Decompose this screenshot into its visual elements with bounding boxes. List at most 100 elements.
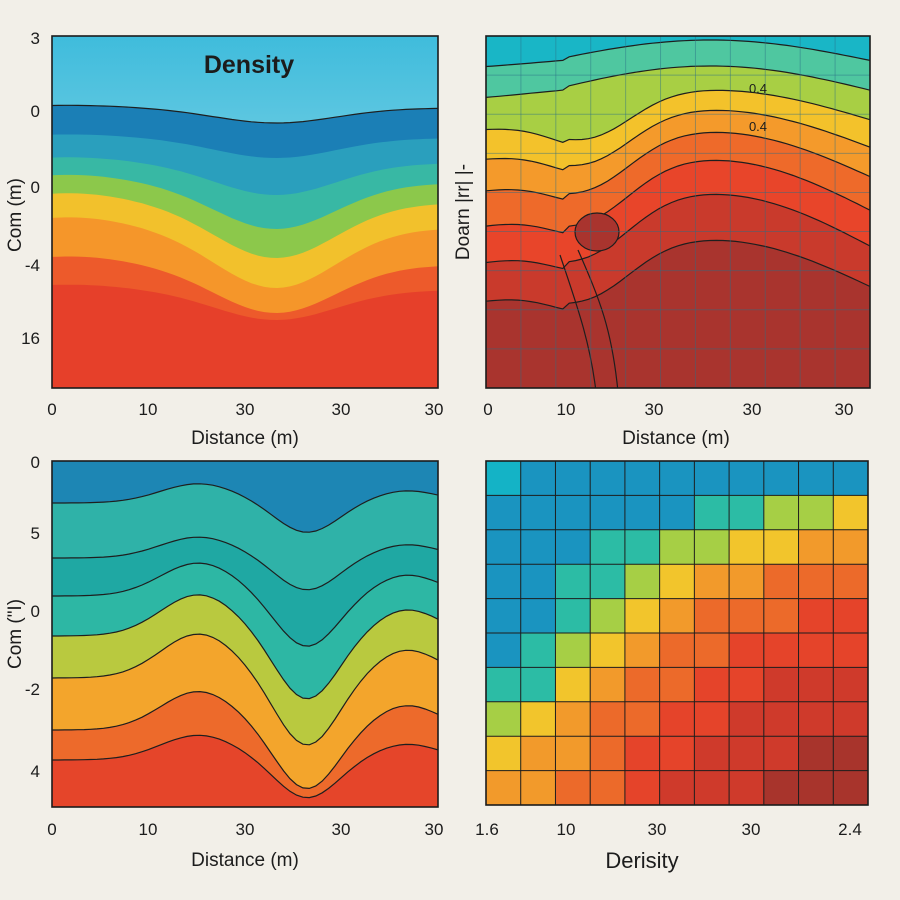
top-left-x-tick: 0 xyxy=(47,400,56,419)
top-left-y-ticks: 3 0 0 -4 16 xyxy=(21,29,40,348)
bottom-right-heatmap-cell xyxy=(763,495,800,531)
top-left-y-tick: -4 xyxy=(25,256,40,275)
top-right-contour-line xyxy=(486,239,870,310)
top-right-contour-label: 0.4 xyxy=(749,81,767,96)
bottom-right-heatmap-cell xyxy=(763,667,800,703)
bottom-right-heatmap-cell xyxy=(694,667,730,703)
top-right-frame xyxy=(485,35,871,389)
bottom-right-heatmap-cell xyxy=(798,770,834,805)
bottom-right-heatmap-cell xyxy=(590,564,626,600)
bottom-right-heatmap-cell xyxy=(729,495,765,531)
panel-top-left: Density 3 0 0 -4 16 0 10 30 30 30 Distan… xyxy=(5,29,443,449)
bottom-right-heatmap-cell xyxy=(555,495,591,531)
bottom-right-heatmap-cell xyxy=(520,495,556,531)
bottom-right-heatmap-cell xyxy=(486,461,522,496)
bottom-right-heatmap-cell xyxy=(624,598,661,634)
bottom-left-x-axis-label: Distance (m) xyxy=(191,850,299,871)
bottom-right-heatmap-cell xyxy=(694,633,730,668)
bottom-right-heatmap-cell xyxy=(624,529,661,565)
top-right-contour-line xyxy=(486,131,870,200)
top-left-y-axis-label: Com (m) xyxy=(5,178,26,252)
top-right-contour-label: 0.4 xyxy=(749,119,767,134)
bottom-right-heatmap-cell xyxy=(659,633,695,668)
bottom-right-heatmap-cell xyxy=(555,770,591,805)
bottom-right-heatmap-cell xyxy=(590,461,626,496)
top-left-x-tick: 30 xyxy=(236,400,255,419)
bottom-right-heatmap-cell xyxy=(486,495,522,531)
bottom-right-heatmap-cell xyxy=(729,461,765,496)
bottom-right-heatmap-cell xyxy=(659,667,695,703)
bottom-right-frame xyxy=(485,460,869,806)
bottom-left-x-tick: 30 xyxy=(236,820,255,839)
bottom-right-heatmap-cell xyxy=(694,598,730,634)
top-right-density-band xyxy=(486,240,870,388)
bottom-left-contour-line xyxy=(52,536,438,591)
bottom-right-heatmap-cell xyxy=(659,736,695,772)
top-right-x-tick: 30 xyxy=(743,400,762,419)
top-right-contour-line xyxy=(486,193,870,270)
bottom-right-heatmap-cell xyxy=(833,529,868,565)
bottom-left-contour-line xyxy=(52,633,438,746)
bottom-right-x-tick: 30 xyxy=(742,820,761,839)
top-right-x-ticks: 0 10 30 30 30 xyxy=(483,400,853,419)
bottom-right-heatmap-cell xyxy=(659,461,695,496)
bottom-right-heatmap-cell xyxy=(486,770,522,805)
bottom-right-heatmap-cell xyxy=(659,529,695,565)
bottom-right-heatmap-cell xyxy=(486,633,522,668)
bottom-right-heatmap-cell xyxy=(833,667,868,703)
bottom-right-plot-area xyxy=(486,461,868,805)
bottom-left-contour-line xyxy=(52,562,438,647)
bottom-right-heatmap-cell xyxy=(833,598,868,634)
bottom-left-y-tick: 0 xyxy=(31,602,40,621)
bottom-right-heatmap-cell xyxy=(624,633,661,668)
bottom-left-y-tick: 4 xyxy=(31,762,40,781)
top-left-y-tick: 16 xyxy=(21,329,40,348)
bottom-right-heatmap-cell xyxy=(555,564,591,600)
bottom-right-heatmap-cell xyxy=(833,770,868,805)
top-right-peak-marker xyxy=(574,212,620,252)
bottom-right-heatmap-cell xyxy=(833,736,868,772)
bottom-left-x-tick: 10 xyxy=(139,820,158,839)
top-left-x-axis-label: Distance (m) xyxy=(191,428,299,449)
bottom-right-heatmap-cell xyxy=(763,736,800,772)
top-left-x-tick: 30 xyxy=(425,400,444,419)
bottom-right-heatmap-cell xyxy=(729,564,765,600)
bottom-right-heatmap-cell xyxy=(798,701,834,737)
bottom-right-heatmap-cell xyxy=(590,495,626,531)
bottom-right-heatmap-cell xyxy=(729,633,765,668)
bottom-right-x-ticks: 1.6 10 30 30 2.4 xyxy=(475,820,862,839)
bottom-right-heatmap-cell xyxy=(833,564,868,600)
top-right-x-axis-label: Distance (m) xyxy=(622,428,730,449)
bottom-right-heatmap-cell xyxy=(590,529,626,565)
top-right-x-tick: 30 xyxy=(835,400,854,419)
bottom-right-x-tick: 10 xyxy=(557,820,576,839)
bottom-left-contour-line xyxy=(52,690,438,790)
top-right-x-tick: 30 xyxy=(645,400,664,419)
bottom-right-heatmap-cell xyxy=(798,598,834,634)
bottom-right-heatmap-cell xyxy=(659,564,695,600)
bottom-right-heatmap-cell xyxy=(763,529,800,565)
bottom-right-heatmap-cell xyxy=(624,564,661,600)
bottom-right-heatmap-cell xyxy=(694,770,730,805)
bottom-right-heatmap-cell xyxy=(798,736,834,772)
top-right-contour-line xyxy=(486,89,870,143)
bottom-right-heatmap-cell xyxy=(520,633,556,668)
bottom-right-heatmap-cell xyxy=(694,461,730,496)
bottom-right-heatmap-cell xyxy=(694,701,730,737)
top-left-frame xyxy=(51,35,439,389)
bottom-right-heatmap-cell xyxy=(798,461,834,496)
bottom-left-contour-line xyxy=(52,734,438,799)
bottom-left-plot-area xyxy=(52,461,438,807)
top-right-contour-line xyxy=(577,249,619,388)
bottom-right-heatmap-cell xyxy=(624,461,661,496)
bottom-right-heatmap-cell xyxy=(555,633,591,668)
bottom-right-heatmap-cell xyxy=(729,529,765,565)
bottom-right-heatmap-cell xyxy=(520,598,556,634)
bottom-left-contour-line xyxy=(52,483,438,533)
top-right-y-axis-label: Doarn |rr| |- xyxy=(453,164,474,260)
bottom-right-heatmap-cell xyxy=(798,495,834,531)
bottom-right-heatmap-cell xyxy=(659,495,695,531)
bottom-right-heatmap-cell xyxy=(694,495,730,531)
bottom-right-heatmap-cell xyxy=(520,770,556,805)
